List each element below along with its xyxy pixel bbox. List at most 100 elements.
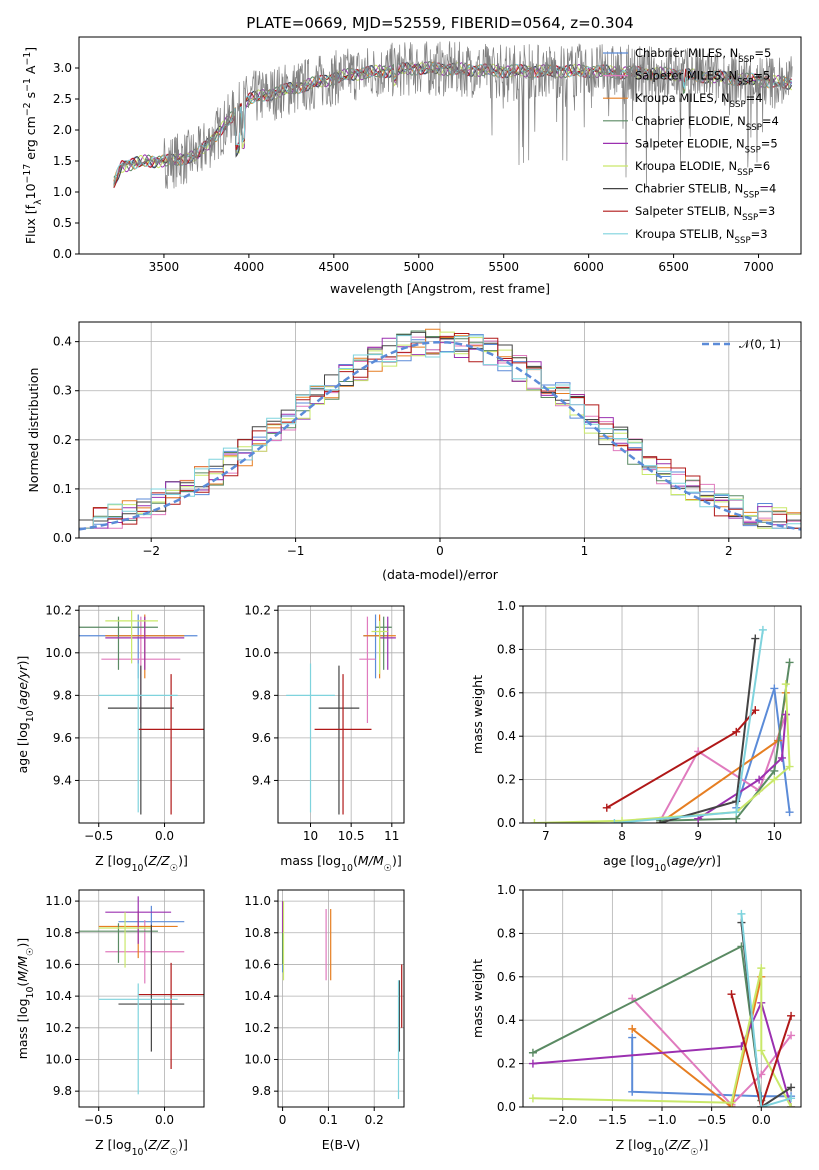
point-chabrier-elodie	[79, 923, 158, 963]
x-tick-label: 7	[542, 829, 550, 843]
y-tick-label: 9.6	[252, 731, 271, 745]
panel-age-vs-Z: −0.5 0.0 9.4 9.6 9.8 10.0 10.2	[45, 603, 205, 843]
point-chabrier-stelib	[107, 665, 174, 815]
weight-marker-kroupa-stelib	[732, 808, 741, 817]
point-kroupa-stelib	[98, 663, 178, 813]
y-tick-label: 0.1	[53, 482, 72, 496]
y-axis-label-residuals: Normed distribution	[26, 368, 41, 493]
point-kroupa-stelib	[98, 983, 178, 1095]
weight-marker-salpeter-miles	[787, 1031, 796, 1040]
weight-line-kroupa-stelib	[740, 913, 792, 1107]
weight-line-salpeter-stelib	[606, 709, 757, 809]
y-tick-label: 0.6	[497, 686, 516, 700]
x-tick-label: 0.0	[155, 1113, 174, 1127]
point-salpeter-elodie	[379, 616, 396, 670]
panel-weight-vs-age: 7 8 9 10 0.0 0.2 0.4 0.6 0.8 1.0	[497, 599, 802, 843]
x-tick-label: −0.5	[84, 829, 113, 843]
weight-marker-kroupa-elodie	[785, 762, 794, 771]
weight-marker-chabrier-miles	[770, 684, 779, 693]
x-tick-label: −2.0	[548, 1113, 577, 1127]
weight-marker-salpeter-elodie	[777, 753, 786, 762]
y-tick-label: 9.8	[252, 688, 271, 702]
y-tick-label: 9.4	[53, 773, 72, 787]
axes-frame	[277, 605, 405, 824]
histogram-kroupa-stelib	[79, 335, 801, 529]
y-tick-label: 0.2	[53, 433, 72, 447]
x-axis-label-age-vs-Z: Z [log10(Z/Z☉)]	[95, 853, 188, 874]
y-tick-label: 1.0	[497, 883, 516, 897]
weight-marker-kroupa-elodie	[770, 775, 779, 784]
y-tick-label: 0.3	[53, 384, 72, 398]
weight-marker-kroupa-elodie	[530, 819, 539, 823]
point-kroupa-elodie	[105, 610, 158, 664]
weight-line-kroupa-elodie	[534, 684, 791, 823]
weight-marker-kroupa-stelib	[787, 1094, 796, 1103]
panel-residuals: −2 −1 0 1 2 0.0 0.1 0.2 0.3 0.4 𝒩(0, 1)	[53, 321, 802, 558]
weight-marker-chabrier-stelib	[787, 1083, 796, 1092]
y-axis-label-weight-vs-age: mass weight	[470, 675, 485, 754]
normal-reference-curve	[79, 340, 801, 531]
x-axis-label-residuals: (data-model)/error	[382, 567, 499, 582]
y-tick-label: 2.5	[53, 92, 72, 106]
weight-line-chabrier-elodie	[660, 662, 791, 822]
point-salpeter-stelib	[314, 674, 372, 815]
x-tick-label: 0.0	[752, 1113, 771, 1127]
axes-frame	[78, 605, 205, 824]
y-tick-label: 9.8	[53, 688, 72, 702]
weight-marker-chabrier-miles	[785, 808, 794, 817]
weight-marker-chabrier-miles	[628, 1033, 637, 1042]
legend-label-chabrier-elodie: Chabrier ELODIE, NSSP=4	[635, 114, 779, 133]
y-tick-label: 10.0	[45, 646, 72, 660]
x-axis-label-spectrum: wavelength [Angstrom, rest frame]	[330, 281, 550, 296]
x-tick-label: 5000	[403, 260, 434, 274]
y-tick-label: 0.8	[497, 642, 516, 656]
legend-label-kroupa-stelib: Kroupa STELIB, NSSP=3	[635, 227, 768, 246]
x-tick-label: 5500	[488, 260, 519, 274]
weight-marker-chabrier-elodie	[785, 658, 794, 667]
point-chabrier-elodie	[375, 616, 392, 670]
figure-title: PLATE=0669, MJD=52559, FIBERID=0564, z=0…	[246, 14, 633, 32]
plot-area-mass-vs-EBV	[281, 901, 403, 1100]
weight-line-salpeter-elodie	[532, 999, 793, 1107]
weight-marker-salpeter-stelib	[787, 1011, 796, 1020]
y-axis-label-age-vs-Z: age [log10(age/yr)]	[15, 656, 36, 774]
weight-marker-kroupa-elodie	[618, 816, 627, 823]
y-tick-label: 0.2	[497, 773, 516, 787]
weight-marker-kroupa-miles	[628, 1024, 637, 1033]
axes-frame	[78, 36, 802, 255]
y-tick-label: 0.0	[53, 247, 72, 261]
axes-frame	[277, 889, 405, 1108]
x-tick-label: −0.5	[697, 1113, 726, 1127]
y-tick-label: 0.0	[497, 1100, 516, 1114]
y-tick-label: 11.0	[45, 894, 72, 908]
legend-label-normal: 𝒩(0, 1)	[739, 337, 781, 351]
x-tick-label: 6500	[658, 260, 689, 274]
x-tick-label: −2	[142, 544, 160, 558]
legend-label-chabrier-miles: Chabrier MILES, NSSP=5	[635, 46, 771, 65]
plot-area-mass-vs-Z	[79, 896, 204, 1095]
y-tick-label: 1.0	[497, 599, 516, 613]
x-tick-label: 10.5	[338, 829, 365, 843]
x-tick-label: −0.5	[84, 1113, 113, 1127]
panel-mass-vs-EBV: 0 0.1 0.2 9.8 10.0 10.2 10.4 10.6 10.8 11.0	[244, 889, 405, 1127]
weight-marker-kroupa-elodie	[727, 1098, 736, 1107]
weight-line-salpeter-stelib	[730, 993, 793, 1107]
x-tick-label: 8	[618, 829, 626, 843]
panel-spectrum: 3500 4000 4500 5000 5500 6000 6500 7000 0.0 0.5 1.…	[53, 36, 802, 274]
y-tick-label: 10.0	[244, 646, 271, 660]
y-tick-label: 10.4	[45, 989, 72, 1003]
y-tick-label: 2.0	[53, 123, 72, 137]
weight-marker-kroupa-elodie	[757, 1046, 766, 1055]
legend-label-salpeter-miles: Salpeter MILES, NSSP=5	[635, 69, 770, 88]
x-tick-label: 4500	[319, 260, 350, 274]
point-salpeter-elodie	[105, 616, 185, 670]
y-tick-label: 9.8	[53, 1084, 72, 1098]
x-tick-label: 10	[767, 829, 782, 843]
y-tick-label: 10.2	[244, 603, 271, 617]
y-tick-label: 9.8	[252, 1084, 271, 1098]
plot-area-weight-vs-Z	[528, 909, 796, 1107]
y-tick-label: 10.4	[244, 989, 271, 1003]
point-salpeter-miles	[359, 616, 376, 724]
plot-area-age-vs-mass	[286, 614, 396, 815]
